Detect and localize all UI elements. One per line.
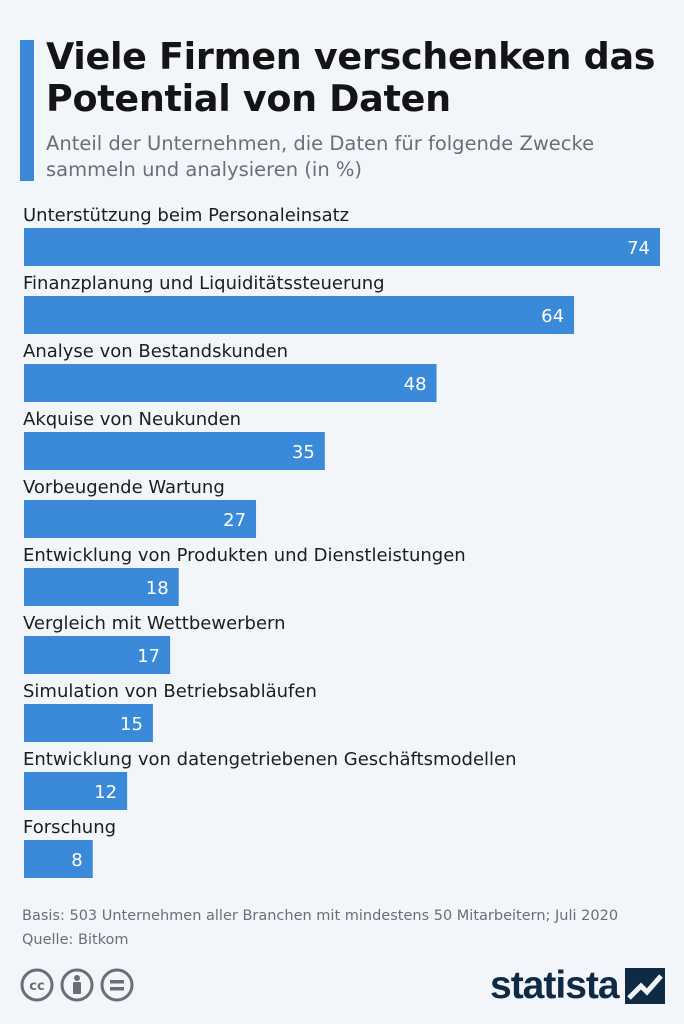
category-label: Simulation von Betriebsabläufen [23,681,317,702]
bar[interactable] [24,568,179,606]
bar-value-label: 17 [137,646,160,667]
bar-value-label: 15 [120,714,143,735]
chart-title: Viele Firmen verschenken das Potential v… [46,35,656,120]
footer-basis: Basis: 503 Unternehmen aller Branchen mi… [22,908,619,924]
category-label: Entwicklung von datengetriebenen Geschäf… [23,749,517,770]
category-label: Entwicklung von Produkten und Dienstleis… [23,545,466,566]
bar[interactable] [24,636,171,674]
category-label: Finanzplanung und Liquiditätssteuerung [23,273,385,294]
statista-logo-icon [624,968,665,1004]
category-label: Analyse von Bestandskunden [23,341,288,362]
svg-text:cc: cc [29,979,44,994]
license-icons: cc [20,968,134,1002]
category-label: Vergleich mit Wettbewerbern [23,613,286,634]
category-label: Akquise von Neukunden [23,409,241,430]
bar-value-label: 18 [146,578,169,599]
bar[interactable] [24,500,257,538]
bar[interactable] [24,228,660,266]
bar[interactable] [24,840,93,878]
bar[interactable] [24,704,153,742]
bar-value-label: 48 [404,374,427,395]
brand-name: statista [490,964,620,1007]
footer-source: Quelle: Bitkom [22,932,129,948]
chart-subtitle: Anteil der Unternehmen, die Daten für fo… [46,132,595,181]
no-derivatives-icon[interactable] [100,968,134,1002]
bar-chart: Unterstützung beim Personaleinsatz 74 Fina… [23,205,660,878]
accent-bar [20,40,34,181]
cc-icon[interactable]: cc [20,968,54,1002]
attribution-icon[interactable] [60,968,94,1002]
bar-value-label: 35 [292,442,315,463]
bar-value-label: 64 [541,306,564,327]
bar-value-label: 8 [71,850,82,871]
bar[interactable] [24,432,325,470]
bar[interactable] [24,364,437,402]
bar-value-label: 27 [223,510,246,531]
bar-value-label: 12 [94,782,117,803]
category-label: Vorbeugende Wartung [23,477,225,498]
bar[interactable] [24,296,575,334]
bar[interactable] [24,772,128,810]
bar-value-label: 74 [627,238,650,259]
category-label: Forschung [23,817,116,838]
category-label: Unterstützung beim Personaleinsatz [23,205,349,226]
statista-logo[interactable]: statista [490,964,665,1008]
